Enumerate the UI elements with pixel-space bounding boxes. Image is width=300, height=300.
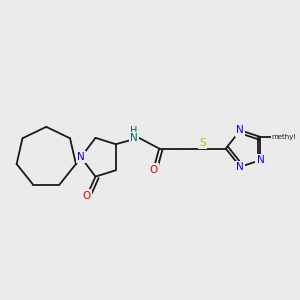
Text: N: N — [77, 152, 85, 162]
Text: N: N — [236, 125, 244, 135]
Text: H: H — [130, 127, 137, 136]
Text: methyl: methyl — [272, 134, 296, 140]
Text: N: N — [236, 162, 244, 172]
Text: O: O — [149, 165, 158, 175]
Text: O: O — [83, 191, 91, 201]
Text: N: N — [130, 133, 138, 143]
Text: N: N — [256, 155, 264, 165]
Text: S: S — [199, 138, 206, 148]
